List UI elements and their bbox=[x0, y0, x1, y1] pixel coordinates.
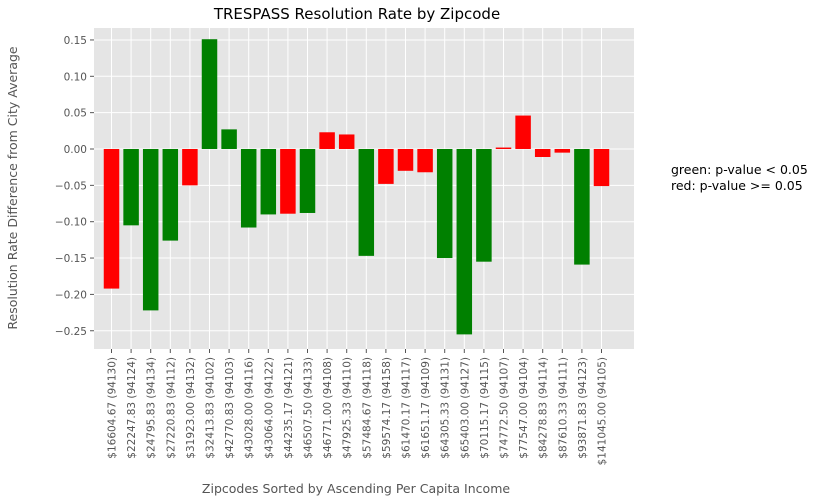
x-tick-label: $31923.00 (94132) bbox=[185, 357, 197, 459]
x-tick-label: $84278.83 (94114) bbox=[538, 357, 550, 459]
x-tick-label: $57484.67 (94118) bbox=[361, 357, 373, 459]
note-line-red: red: p-value >= 0.05 bbox=[671, 178, 803, 193]
bars bbox=[103, 39, 610, 335]
x-tick-label: $43064.00 (94122) bbox=[263, 357, 275, 459]
bar bbox=[142, 149, 159, 311]
x-tick-label: $32413.83 (94102) bbox=[205, 357, 217, 459]
x-tick-label: $61651.17 (94109) bbox=[420, 357, 432, 459]
y-tick-label: −0.25 bbox=[55, 326, 87, 338]
bar bbox=[240, 149, 257, 228]
x-tick-label: $42770.83 (94103) bbox=[224, 357, 236, 459]
x-tick-label: $74772.50 (94107) bbox=[499, 357, 511, 459]
y-tick-label: −0.10 bbox=[55, 217, 87, 229]
x-tick-label: $65403.00 (94127) bbox=[459, 357, 471, 459]
bar bbox=[574, 149, 590, 265]
x-tick-label: $93871.83 (94123) bbox=[577, 357, 589, 459]
x-tick-label: $16604.67 (94130) bbox=[107, 357, 119, 459]
x-tick-label: $77547.00 (94104) bbox=[518, 357, 530, 459]
bar bbox=[495, 147, 512, 149]
bar bbox=[299, 149, 316, 213]
y-tick-label: −0.15 bbox=[55, 253, 87, 265]
bar bbox=[221, 129, 237, 149]
bar bbox=[436, 149, 453, 259]
y-tick-label: 0.15 bbox=[64, 35, 87, 47]
x-axis-ticks: $16604.67 (94130) $22247.83 (94124) $24795… bbox=[107, 349, 609, 465]
bar bbox=[397, 149, 414, 171]
x-tick-label: $70115.17 (94115) bbox=[479, 357, 491, 459]
x-tick-label: $22247.83 (94124) bbox=[126, 357, 138, 459]
bar bbox=[476, 149, 492, 262]
y-tick-label: 0.05 bbox=[64, 108, 87, 120]
bar bbox=[260, 149, 277, 215]
x-tick-label: $59574.17 (94158) bbox=[381, 357, 393, 459]
x-tick-label: $44235.17 (94121) bbox=[283, 357, 295, 459]
bar bbox=[103, 149, 120, 289]
note-line-green: green: p-value < 0.05 bbox=[671, 162, 808, 177]
x-tick-label: $46771.00 (94108) bbox=[322, 357, 334, 459]
x-tick-label: $87610.33 (94111) bbox=[557, 357, 569, 459]
bar bbox=[319, 132, 335, 149]
bar bbox=[201, 39, 218, 149]
x-tick-label: $43028.00 (94116) bbox=[244, 357, 256, 459]
bar bbox=[123, 149, 139, 226]
bar bbox=[162, 149, 179, 241]
y-axis-label: Resolution Rate Difference from City Ave… bbox=[5, 46, 20, 330]
bar bbox=[417, 149, 433, 173]
x-tick-label: $24795.83 (94134) bbox=[146, 357, 158, 459]
x-axis-label: Zipcodes Sorted by Ascending Per Capita … bbox=[202, 481, 510, 496]
y-tick-label: 0.10 bbox=[64, 71, 87, 83]
bar bbox=[534, 149, 551, 157]
y-tick-label: −0.05 bbox=[55, 180, 87, 192]
x-tick-label: $64305.33 (94131) bbox=[440, 357, 452, 459]
x-tick-label: $141045.00 (94105) bbox=[597, 357, 609, 465]
x-tick-label: $61470.17 (94117) bbox=[401, 357, 413, 459]
chart-title: TRESPASS Resolution Rate by Zipcode bbox=[213, 5, 500, 23]
bar bbox=[456, 149, 473, 335]
significance-note: green: p-value < 0.05 red: p-value >= 0.… bbox=[671, 162, 808, 193]
y-axis-ticks: 0.15 0.10 0.05 0.00 −0.05 −0.10 −0.15 −0.20 −0.2… bbox=[55, 35, 94, 338]
y-tick-label: −0.20 bbox=[55, 289, 87, 301]
bar bbox=[280, 149, 296, 214]
bar bbox=[338, 134, 355, 149]
bar bbox=[182, 149, 198, 186]
bar bbox=[378, 149, 394, 184]
bar bbox=[593, 149, 610, 187]
x-tick-label: $27220.83 (94112) bbox=[165, 357, 177, 459]
bar bbox=[358, 149, 375, 256]
bar bbox=[554, 149, 571, 153]
x-tick-label: $46507.50 (94133) bbox=[303, 357, 315, 459]
bar bbox=[515, 115, 531, 149]
y-tick-label: 0.00 bbox=[64, 144, 87, 156]
x-tick-label: $47925.33 (94110) bbox=[342, 357, 354, 459]
